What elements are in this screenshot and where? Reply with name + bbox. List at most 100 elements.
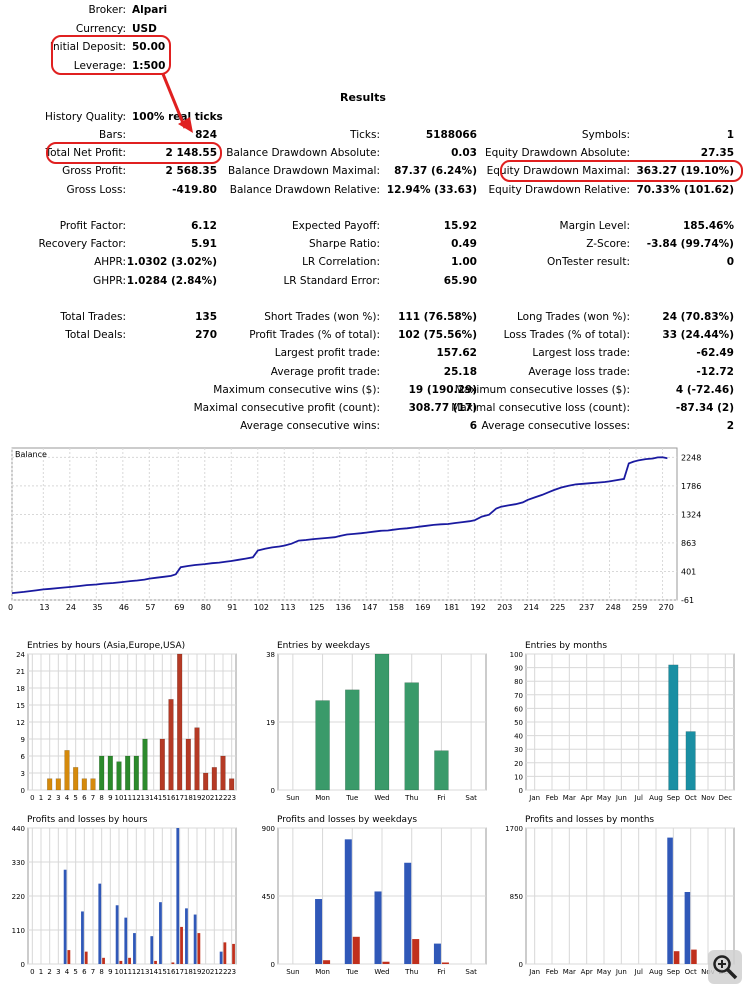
x-tick-label: Wed	[374, 794, 389, 802]
y-tick-label: 110	[12, 927, 25, 935]
profit-bar	[176, 828, 180, 964]
results-title: Results	[340, 91, 386, 104]
x-tick-label: 21	[210, 968, 219, 976]
bar	[90, 778, 96, 791]
x-tick-label: Oct	[685, 968, 697, 976]
x-tick-label: 16	[167, 968, 176, 976]
x-tick-label: 80	[201, 603, 211, 612]
x-tick-label: 46	[119, 603, 129, 612]
x-tick-label: Apr	[581, 968, 593, 976]
x-tick-label: Wed	[374, 968, 389, 976]
profit-bar	[684, 892, 691, 964]
col1-label: Bars:	[99, 129, 126, 141]
col3-label: Symbols:	[581, 129, 630, 141]
x-tick-label: 0	[30, 794, 34, 802]
col3-value: -12.72	[696, 365, 734, 378]
x-tick-label: Oct	[685, 794, 697, 802]
col1-value: 2 148.55	[165, 147, 217, 160]
y-tick-label: 0	[271, 787, 275, 795]
bar	[107, 755, 113, 791]
x-tick-label: 7	[91, 794, 95, 802]
chart-title: Profits and losses by months	[525, 815, 654, 825]
col3-value: 1	[726, 129, 734, 141]
y-tick-label: 10	[514, 773, 523, 781]
x-tick-label: 6	[82, 794, 87, 802]
x-tick-label: 22	[219, 968, 228, 976]
col2-value: 15.92	[443, 220, 477, 232]
x-tick-label: 12	[132, 968, 141, 976]
col3-label: Z-Score:	[586, 238, 630, 251]
col3-label: Average consecutive losses:	[481, 420, 630, 433]
col1-label: Total Deals:	[65, 329, 126, 342]
x-tick-label: 113	[280, 603, 295, 612]
x-tick-label: 10	[115, 794, 124, 802]
col2-label: Ticks:	[350, 129, 380, 141]
bar	[194, 727, 200, 791]
col1-value: 824	[195, 129, 217, 141]
x-tick-label: 8	[99, 794, 103, 802]
bar	[229, 778, 235, 791]
x-tick-label: 91	[227, 603, 237, 612]
y-tick-label: 220	[12, 893, 25, 901]
col3-value: -62.49	[696, 347, 734, 360]
x-tick-label: Nov	[701, 794, 715, 802]
y-tick-label: 9	[21, 736, 25, 744]
col2-value: 12.94% (33.63)	[386, 183, 477, 196]
profit-bar	[374, 891, 382, 964]
col2-value: 102 (75.56%)	[398, 329, 477, 342]
bar	[125, 755, 131, 791]
x-tick-label: May	[597, 968, 611, 976]
x-tick-label: 15	[158, 968, 167, 976]
col2-value: 308.77 (17)	[408, 402, 477, 414]
entries-by-months-chart: Entries by months1009080706050403020100J…	[510, 641, 735, 802]
history-quality-value: 100% real ticks	[132, 111, 223, 123]
loss-bar	[154, 960, 157, 964]
col1-label: GHPR:	[93, 274, 126, 287]
y-tick-label: 2248	[681, 453, 701, 462]
x-tick-label: Thu	[404, 968, 418, 976]
x-tick-label: 8	[99, 968, 103, 976]
col3-value: 70.33% (101.62)	[636, 183, 734, 196]
col2-label: Maximal consecutive profit (count):	[193, 402, 380, 414]
header-value: Alpari	[132, 4, 168, 16]
x-tick-label: 17	[175, 794, 184, 802]
x-tick-label: 35	[92, 603, 102, 612]
x-tick-label: Mar	[563, 794, 576, 802]
x-tick-label: 9	[108, 968, 112, 976]
x-tick-label: 248	[606, 603, 621, 612]
x-tick-label: 125	[309, 603, 324, 612]
col2-label: Average consecutive wins:	[240, 420, 380, 433]
x-tick-label: 23	[227, 794, 236, 802]
col3-value: 27.35	[700, 147, 734, 160]
col2-value: 111 (76.58%)	[398, 311, 477, 323]
col3-label: Loss Trades (% of total):	[503, 329, 630, 342]
x-tick-label: 214	[524, 603, 539, 612]
x-tick-label: Aug	[649, 968, 663, 976]
col1-value: 135	[195, 311, 217, 323]
y-tick-label: 3	[21, 770, 25, 778]
y-tick-label: 0	[271, 961, 275, 969]
zoom-icon[interactable]	[708, 950, 742, 984]
loss-bar	[197, 933, 201, 964]
y-tick-label: 20	[514, 760, 523, 768]
y-tick-label: 450	[262, 893, 275, 901]
x-tick-label: 3	[56, 794, 60, 802]
header-label: Currency:	[75, 22, 126, 35]
balance-line	[11, 456, 668, 594]
bar	[116, 761, 122, 791]
history-quality-label: History Quality:	[45, 111, 126, 123]
x-tick-label: Fri	[437, 968, 445, 976]
col3-value: 24 (70.83%)	[662, 311, 734, 323]
x-tick-label: 2	[47, 794, 51, 802]
chart-title: Entries by hours (Asia,Europe,USA)	[27, 641, 185, 651]
y-tick-label: 18	[16, 685, 25, 693]
x-tick-label: 4	[65, 794, 70, 802]
x-tick-label: 12	[132, 794, 141, 802]
col2-label: Largest profit trade:	[274, 347, 380, 360]
bar	[345, 689, 360, 791]
col2-value: 87.37 (6.24%)	[394, 165, 477, 178]
loss-bar	[673, 951, 680, 964]
